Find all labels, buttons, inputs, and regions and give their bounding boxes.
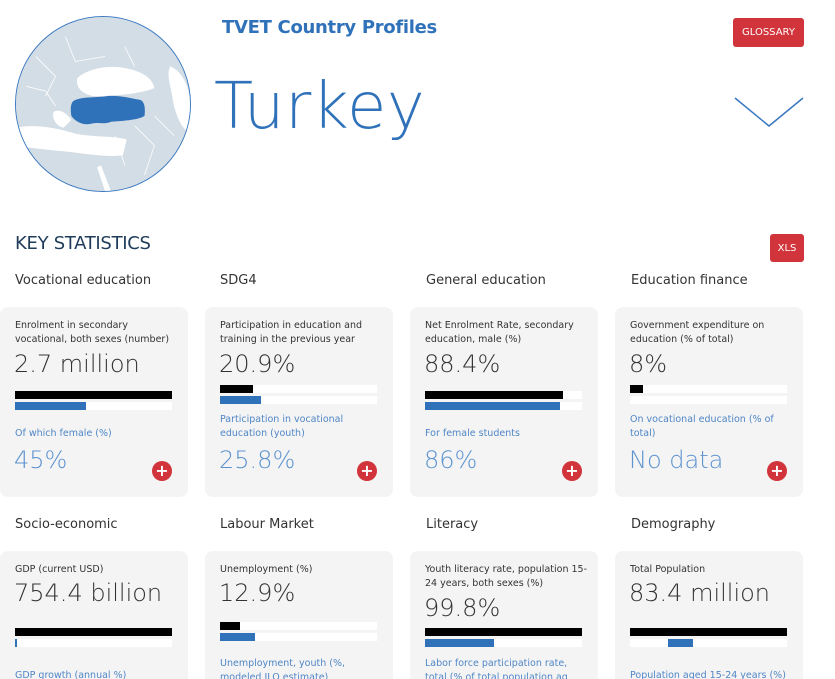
site-title[interactable]: TVET Country Profiles	[222, 17, 437, 38]
expand-plus-icon[interactable]: +	[357, 461, 377, 481]
glossary-button[interactable]: GLOSSARY	[733, 18, 804, 47]
category-labour-market: Labour Market	[220, 517, 314, 532]
stat-label: Government expenditure on education (% o…	[630, 320, 765, 345]
stat-bar-main	[630, 385, 787, 393]
stat-bar-secondary	[15, 402, 172, 410]
stat-bar-main	[220, 622, 377, 630]
stat-card-vocational-education: Enrolment in secondary vocational, both …	[0, 307, 188, 497]
stat-sublabel: Labor force participation rate, total (%…	[425, 658, 568, 679]
stat-label: Participation in education and training …	[220, 320, 363, 345]
stat-subvalue: No data	[629, 446, 724, 474]
stat-value: 88.4%	[424, 350, 501, 378]
stat-subvalue: 45%	[14, 446, 68, 474]
stat-value: 20.9%	[219, 350, 296, 378]
stat-label: Youth literacy rate, population 15-24 ye…	[425, 564, 588, 589]
category-general-education: General education	[426, 273, 546, 288]
stat-value: 83.4 million	[629, 579, 771, 607]
stat-card-labour-market: Unemployment (%) 12.9% Unemployment, you…	[205, 551, 393, 679]
stat-sublabel: GDP growth (annual %)	[15, 670, 127, 679]
category-socio-economic: Socio-economic	[15, 517, 118, 532]
stat-bar-secondary	[15, 639, 172, 647]
stat-bar-main	[630, 628, 787, 636]
stat-bar-secondary	[220, 396, 377, 404]
stat-card-literacy: Youth literacy rate, population 15-24 ye…	[410, 551, 598, 679]
stat-sublabel: On vocational education (% of total)	[630, 414, 774, 439]
stat-bar-main	[15, 391, 172, 399]
stat-bar-main	[15, 628, 172, 636]
stat-label: Net Enrolment Rate, secondary education,…	[425, 320, 574, 345]
category-education-finance: Education finance	[631, 273, 748, 288]
turkey-map-icon	[16, 17, 190, 191]
expand-plus-icon[interactable]: +	[152, 461, 172, 481]
stat-card-socio-economic: GDP (current USD) 754.4 billion GDP grow…	[0, 551, 188, 679]
stat-value: 99.8%	[424, 594, 501, 622]
stat-value: 754.4 billion	[14, 579, 163, 607]
stat-card-demography: Total Population 83.4 million Population…	[615, 551, 803, 679]
stat-bar-secondary	[630, 639, 787, 647]
country-name: Turkey	[214, 70, 426, 144]
stat-sublabel: For female students	[425, 428, 520, 439]
stat-bar-secondary	[220, 633, 377, 641]
stat-sublabel: Unemployment, youth (%, modeled ILO esti…	[220, 658, 346, 679]
stat-bar-main	[425, 628, 582, 636]
category-sdg4: SDG4	[220, 273, 257, 288]
category-demography: Demography	[631, 517, 716, 532]
stat-sublabel: Of which female (%)	[15, 428, 112, 439]
stat-bar-secondary	[425, 402, 582, 410]
stat-label: Enrolment in secondary vocational, both …	[15, 320, 170, 345]
stat-card-education-finance: Government expenditure on education (% o…	[615, 307, 803, 497]
category-vocational-education: Vocational education	[15, 273, 152, 288]
chevron-down-icon[interactable]	[734, 97, 804, 129]
expand-plus-icon[interactable]: +	[767, 461, 787, 481]
stat-sublabel: Participation in vocational education (y…	[220, 414, 344, 439]
stat-bar-main	[220, 385, 377, 393]
stat-card-general-education: Net Enrolment Rate, secondary education,…	[410, 307, 598, 497]
stat-bar-secondary	[425, 639, 582, 647]
category-literacy: Literacy	[426, 517, 479, 532]
country-map-globe	[15, 16, 191, 192]
stat-value: 8%	[629, 350, 668, 378]
stat-bar-main	[425, 391, 582, 399]
stat-bar-secondary	[630, 396, 787, 404]
stat-subvalue: 86%	[424, 446, 478, 474]
stat-value: 12.9%	[219, 579, 296, 607]
key-statistics-title: KEY STATISTICS	[15, 233, 151, 254]
stat-label: Unemployment (%)	[220, 564, 313, 575]
stat-subvalue: 25.8%	[219, 446, 296, 474]
stat-label: GDP (current USD)	[15, 564, 104, 575]
xls-download-button[interactable]: XLS	[770, 234, 804, 262]
stat-value: 2.7 million	[14, 350, 140, 378]
stat-label: Total Population	[630, 564, 706, 575]
expand-plus-icon[interactable]: +	[562, 461, 582, 481]
stat-sublabel: Population aged 15-24 years (%)	[630, 670, 786, 679]
stat-card-sdg4: Participation in education and training …	[205, 307, 393, 497]
